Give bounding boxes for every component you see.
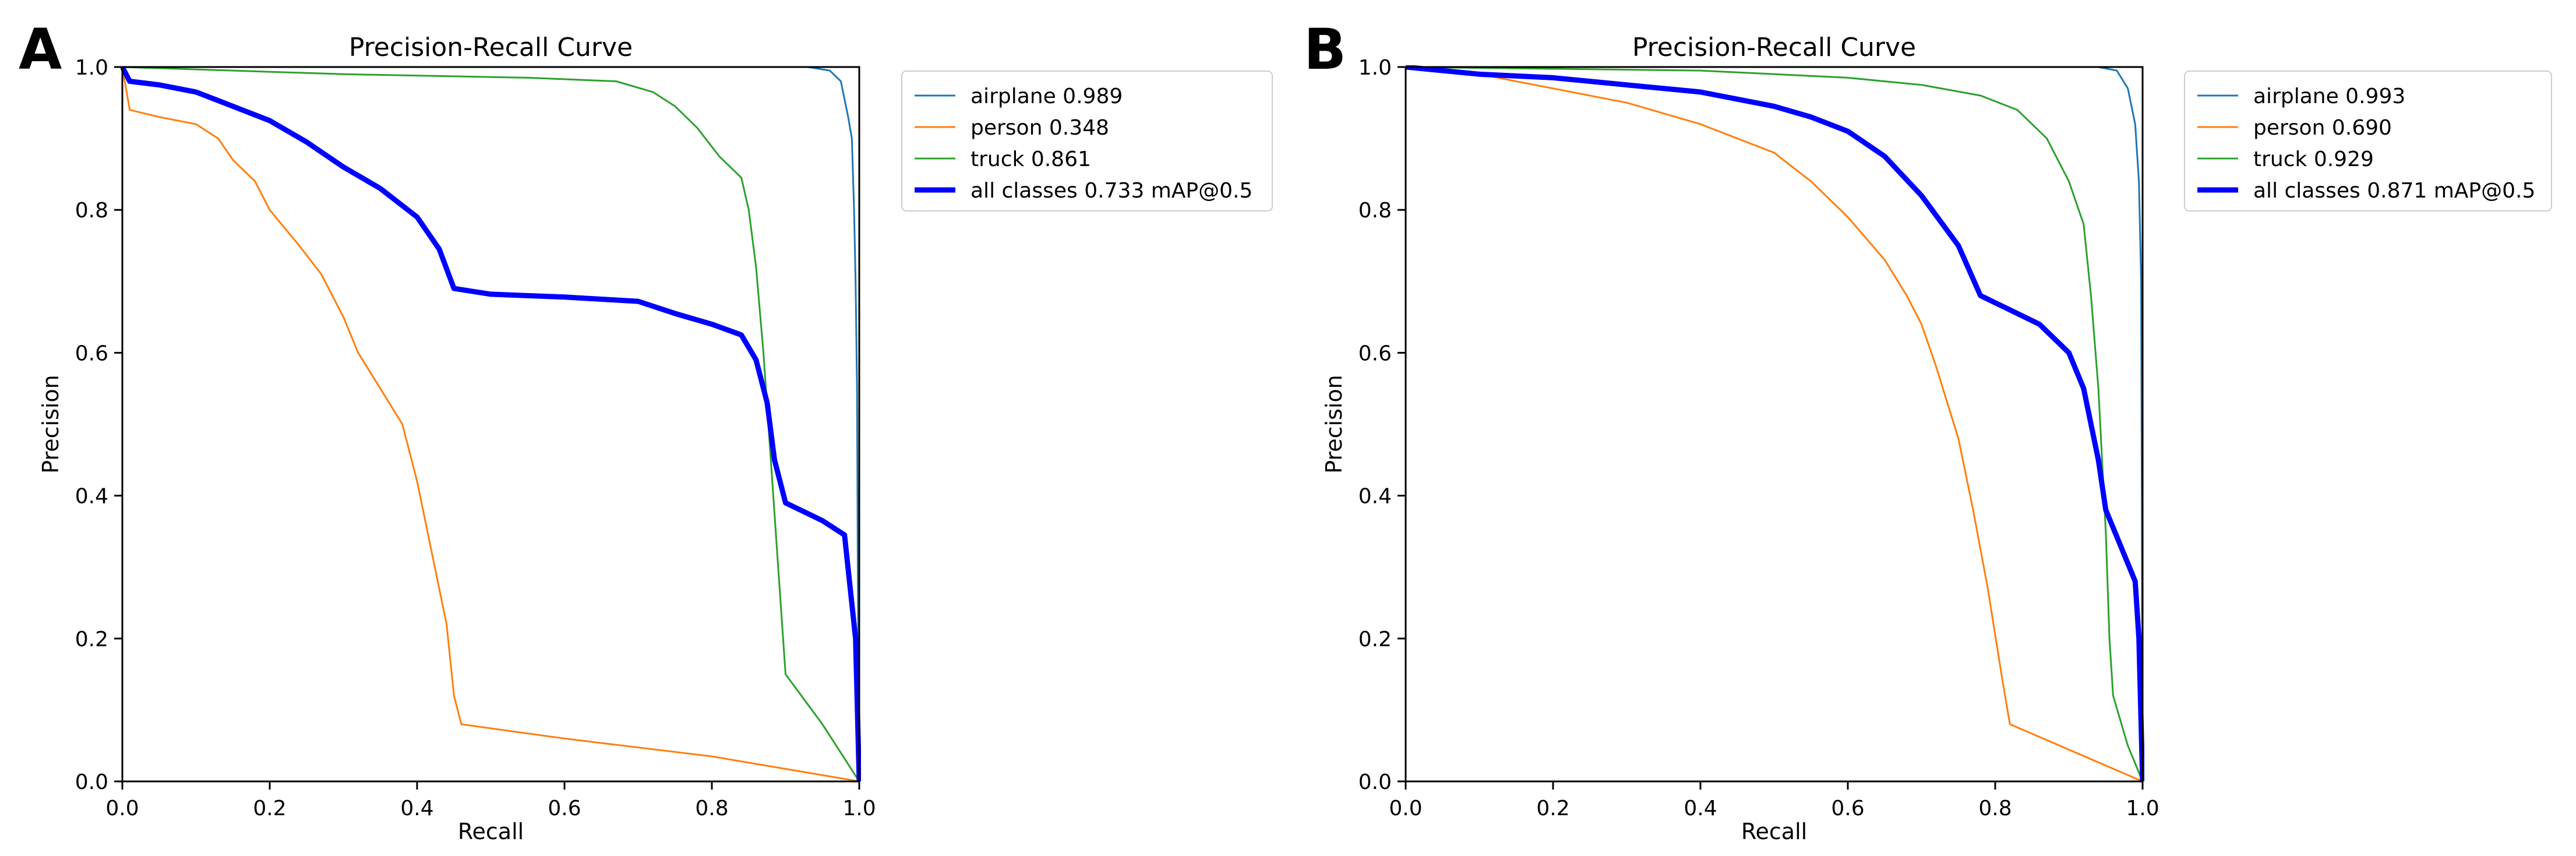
legend-entry: person 0.690	[2253, 116, 2392, 140]
plot-frame	[1405, 66, 2144, 783]
legend: airplane 0.993 person 0.690 truck 0.929 all…	[2184, 71, 2552, 212]
y-axis-label: Precision	[1321, 375, 1347, 474]
x-tick-label: 0.6	[548, 797, 581, 820]
y-axis-label: Precision	[38, 375, 63, 474]
series-line-all-classes	[1405, 65, 2144, 782]
legend-entry: all classes 0.733 mAP@0.5	[971, 179, 1252, 203]
y-tick-label: 0.2	[75, 628, 108, 651]
x-tick-label: 0.4	[1684, 797, 1717, 820]
y-tick-label: 0.0	[1358, 770, 1392, 794]
legend-entry: airplane 0.989	[971, 84, 1123, 108]
legend-box	[901, 71, 1273, 212]
x-tick-label: 0.8	[1978, 797, 2012, 820]
x-axis-label: Recall	[458, 819, 524, 844]
x-tick-label: 0.0	[105, 797, 139, 820]
series-line-person	[1405, 66, 2143, 783]
series-line-all-classes	[121, 65, 861, 782]
x-tick-label: 0.2	[253, 797, 286, 820]
legend-box	[2184, 71, 2552, 212]
panel-label: B	[1304, 17, 1346, 82]
x-tick-label: 0.0	[1389, 797, 1422, 820]
legend-entry: truck 0.861	[971, 147, 1091, 171]
x-tick-label: 0.8	[695, 797, 728, 820]
y-tick-label: 0.6	[1358, 341, 1392, 365]
y-tick-label: 0.8	[75, 199, 108, 223]
y-tick-label: 0.4	[75, 485, 108, 509]
y-tick-label: 0.2	[1358, 628, 1392, 651]
series-line-person	[121, 66, 860, 783]
x-tick-label: 1.0	[2126, 797, 2159, 820]
x-tick-label: 0.4	[400, 797, 433, 820]
series-line-airplane	[1406, 66, 2144, 782]
chart-panel-a: A Precision-Recall Curve 0.0 0.2 0.4 0.6 0.8 1.…	[19, 17, 1273, 844]
legend-entry: person 0.348	[971, 116, 1109, 140]
chart-panel-b: B Precision-Recall Curve 0.0 0.2 0.4 0.6 0.8 1.…	[1304, 17, 2552, 844]
y-tick-label: 0.0	[75, 770, 108, 794]
legend: airplane 0.989 person 0.348 truck 0.861 all…	[901, 71, 1273, 212]
series-line-truck	[122, 66, 860, 782]
series-line-airplane	[122, 66, 860, 782]
series-line-truck	[1405, 66, 2144, 782]
y-tick-label: 1.0	[1358, 56, 1392, 80]
plot-frame	[121, 66, 860, 783]
y-tick-label: 0.4	[1358, 485, 1392, 509]
y-tick-label: 0.6	[75, 341, 108, 365]
legend-entry: airplane 0.993	[2253, 84, 2405, 108]
y-tick-label: 0.8	[1358, 199, 1392, 223]
x-axis-label: Recall	[1741, 819, 1807, 844]
x-tick-label: 1.0	[842, 797, 876, 820]
y-tick-label: 1.0	[75, 56, 108, 80]
x-tick-label: 0.6	[1831, 797, 1864, 820]
legend-entry: all classes 0.871 mAP@0.5	[2253, 179, 2535, 203]
legend-entry: truck 0.929	[2253, 147, 2374, 171]
chart-title: Precision-Recall Curve	[349, 33, 633, 62]
chart-title: Precision-Recall Curve	[1632, 33, 1916, 62]
panel-label: A	[19, 17, 62, 82]
x-tick-label: 0.2	[1536, 797, 1569, 820]
